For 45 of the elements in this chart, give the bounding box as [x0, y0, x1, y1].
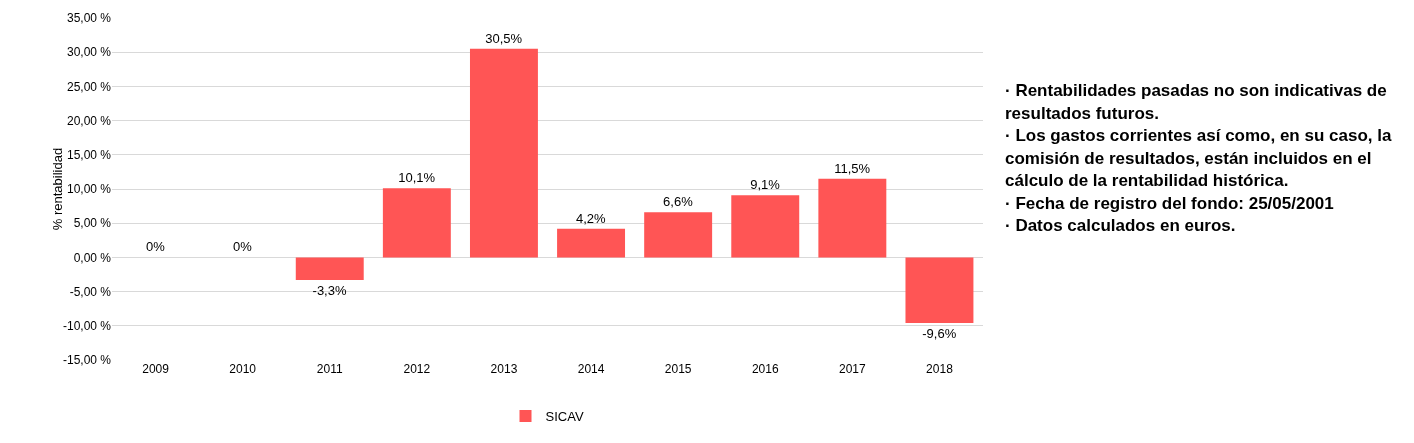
y-tick-label: 35,00 %	[66, 11, 112, 26]
bar	[295, 257, 364, 280]
y-tick-label: 5,00 %	[73, 216, 112, 231]
data-label: -9,6%	[922, 326, 957, 342]
x-tick-label: 2018	[926, 362, 954, 376]
y-tick-label: 25,00 %	[66, 79, 112, 94]
data-label: 9,1%	[750, 177, 781, 193]
bar	[644, 212, 713, 258]
bar	[469, 48, 538, 258]
data-label: -3,3%	[312, 282, 347, 298]
y-tick-label: 15,00 %	[66, 148, 112, 162]
data-label: 0%	[145, 239, 166, 255]
y-tick-label: -10,00 %	[62, 319, 112, 333]
x-tick-label: 2017	[839, 362, 867, 376]
x-tick-label: 2013	[490, 362, 518, 376]
data-label: 11,5%	[834, 160, 871, 176]
data-label: 4,2%	[576, 210, 607, 226]
data-label: 10,1%	[398, 170, 436, 186]
x-tick-label: 2009	[142, 362, 170, 376]
y-axis-title: % rentabilidad	[49, 147, 65, 231]
text: · Rentabilidades pasadas no son indicativas de resultados futuros.	[1005, 80, 1388, 125]
x-tick-label: 2015	[664, 362, 692, 376]
data-label: 0%	[233, 239, 253, 255]
y-tick-label: 0,00 %	[73, 250, 112, 265]
text: · Fecha de registro del fondo: 25/05/2001	[1005, 192, 1335, 215]
x-tick-label: 2010	[229, 362, 257, 376]
data-label: 6,6%	[663, 194, 694, 210]
text: · Datos calculados en euros.	[1005, 215, 1237, 237]
legend-label: SICAV	[545, 409, 584, 425]
bar	[905, 257, 974, 324]
x-tick-label: 2014	[577, 362, 605, 376]
bar	[382, 188, 451, 258]
y-tick-label: 20,00 %	[66, 113, 112, 128]
y-tick-label: 30,00 %	[66, 45, 112, 60]
bar	[731, 195, 800, 258]
bar	[818, 178, 887, 258]
y-tick-label: -15,00 %	[62, 353, 112, 368]
data-label: 30,5%	[485, 30, 523, 46]
y-tick-label: 10,00 %	[66, 182, 112, 197]
text: · Los gastos corrientes así como, en su caso, la comisión de resultados, están incluidos en el cálculo de la rentabilidad histórica.	[1005, 125, 1393, 192]
x-tick-label: 2012	[403, 362, 431, 376]
x-tick-label: 2011	[316, 362, 343, 376]
x-tick-label: 2016	[751, 362, 779, 376]
y-tick-label: -5,00 %	[69, 284, 112, 299]
bar	[557, 228, 626, 258]
